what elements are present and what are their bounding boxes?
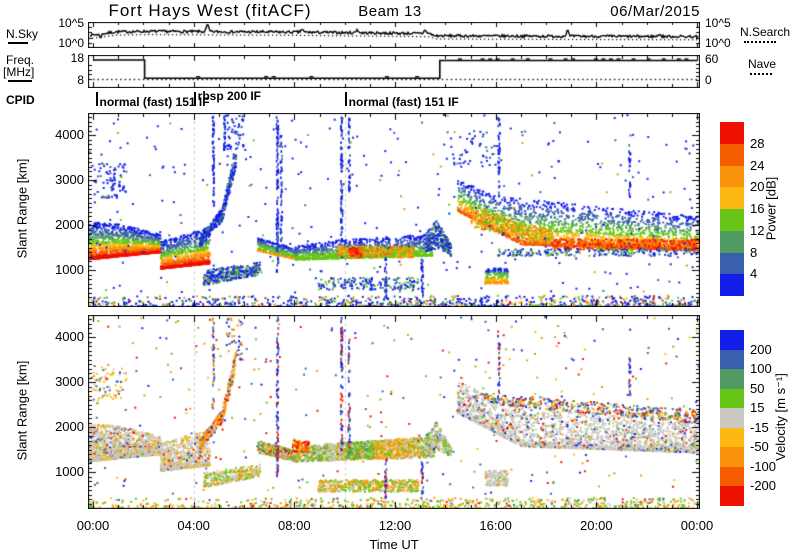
freq-tick-8: 8	[77, 73, 84, 87]
power-colorbar-boundary-label: 28	[750, 135, 765, 151]
freq-label-line1: Freq.	[6, 53, 35, 67]
cpid-mode-label: normal (fast) 151 IF	[348, 95, 459, 109]
power-colorbar-boundary-label: 24	[750, 157, 765, 173]
power-colorbar-segment-redorange	[720, 143, 744, 166]
nave-tick-60: 60	[705, 52, 719, 66]
freq-legend-solid-line	[8, 80, 32, 82]
velocity-colorbar-segment-gray	[720, 408, 744, 428]
cpid-mode-tick	[95, 92, 98, 106]
beam-label: Beam 13	[358, 3, 422, 20]
nsky-scale-top-left: 10^5	[58, 16, 84, 30]
velocity-colorbar-segment-blue	[720, 330, 744, 350]
power-panel	[88, 113, 700, 307]
velocity-colorbar-boundary-label: 15	[750, 400, 765, 415]
cpid-mode-label: rbsp 200 IF	[197, 89, 262, 103]
power-colorbar-segment-orange	[720, 165, 744, 188]
power-range-tick-label: 4000	[55, 127, 84, 143]
freq-tick-18: 18	[70, 51, 84, 65]
time-tick-label: 00:00	[680, 518, 714, 533]
nave-tick-0: 0	[705, 73, 712, 87]
power-colorbar-segment-amber	[720, 187, 744, 209]
nsky-panel	[88, 22, 700, 48]
velocity-colorbar-boundary-label: 50	[750, 380, 765, 396]
time-tick-label: 08:00	[278, 518, 311, 533]
cpid-mode-tick	[344, 92, 347, 106]
velocity-colorbar-boundary-label: -15	[750, 419, 769, 435]
velocity-colorbar	[720, 330, 744, 506]
power-colorbar-title: Power [dB]	[763, 176, 779, 241]
nsky-canvas	[88, 22, 700, 48]
nsky-scale-top-right: 10^5	[705, 16, 731, 30]
nsky-legend-solid-line	[8, 42, 28, 44]
power-colorbar-boundary-label: 20	[750, 179, 765, 195]
nsky-label: N.Sky	[6, 27, 39, 41]
power-range-tick-label: 2000	[55, 217, 84, 233]
nave-legend-dotted-line	[750, 73, 772, 75]
power-colorbar-segment-steel	[720, 252, 744, 275]
power-panel-canvas	[88, 113, 700, 307]
power-range-tick-label: 1000	[55, 262, 84, 278]
velocity-colorbar-segment-steel	[720, 349, 744, 369]
power-colorbar-boundary-label: 4	[750, 266, 758, 282]
velocity-panel	[88, 315, 700, 509]
velocity-range-tick-label: 2000	[55, 419, 84, 435]
power-range-axis-label: Slant Range [km]	[14, 158, 30, 259]
time-axis-title: Time UT	[369, 537, 419, 552]
power-colorbar-segment-red	[720, 122, 744, 144]
nsearch-legend-dotted-line	[744, 41, 776, 43]
power-colorbar-segment-seagreen	[720, 230, 744, 253]
time-tick-label: 12:00	[378, 518, 412, 533]
nsky-scale-bottom-right: 10^0	[705, 36, 731, 50]
velocity-range-tick-label: 4000	[55, 329, 84, 345]
time-tick-label: 00:00	[76, 518, 110, 533]
time-tick-label: 04:00	[177, 518, 210, 533]
power-colorbar-boundary-label: 12	[750, 222, 765, 238]
velocity-colorbar-boundary-label: 200	[750, 341, 772, 357]
time-tick-label: 20:00	[580, 518, 613, 533]
velocity-range-axis-label: Slant Range [km]	[14, 360, 30, 461]
velocity-panel-canvas	[88, 315, 700, 509]
velocity-colorbar-boundary-label: -100	[750, 458, 777, 474]
page-title: Fort Hays West (fitACF)	[108, 1, 312, 20]
date-label: 06/Mar/2015	[610, 3, 700, 20]
time-tick-label: 16:00	[479, 518, 512, 533]
velocity-colorbar-boundary-label: -50	[750, 439, 769, 454]
freq-panel	[88, 55, 700, 88]
velocity-colorbar-segment-amber	[720, 427, 744, 447]
nave-label: Nave	[748, 57, 777, 71]
cpid-label: CPID	[6, 93, 35, 107]
velocity-range-tick-label: 1000	[55, 464, 84, 480]
freq-canvas	[88, 55, 700, 88]
cpid-mode-label: normal (fast) 151 IF	[99, 95, 210, 109]
power-colorbar-segment-blue	[720, 274, 744, 296]
power-colorbar-boundary-label: 8	[750, 244, 758, 260]
power-colorbar-segment-green	[720, 209, 744, 231]
freq-label-line2: [MHz]	[3, 65, 35, 79]
velocity-colorbar-segment-redorange	[720, 466, 744, 486]
power-colorbar	[720, 122, 744, 296]
power-range-tick-label: 3000	[55, 172, 84, 188]
velocity-colorbar-segment-seagreen	[720, 369, 744, 389]
velocity-colorbar-boundary-label: 100	[750, 361, 772, 376]
nsearch-label: N.Search	[740, 25, 791, 39]
power-colorbar-boundary-label: 16	[750, 201, 765, 216]
nsky-scale-bottom-left: 10^0	[58, 36, 84, 50]
velocity-colorbar-segment-green	[720, 388, 744, 408]
cpid-mode-tick	[193, 92, 196, 106]
velocity-range-tick-label: 3000	[55, 374, 84, 390]
velocity-colorbar-segment-red	[720, 486, 744, 506]
velocity-colorbar-boundary-label: -200	[750, 478, 777, 493]
velocity-colorbar-segment-orange	[720, 447, 744, 467]
